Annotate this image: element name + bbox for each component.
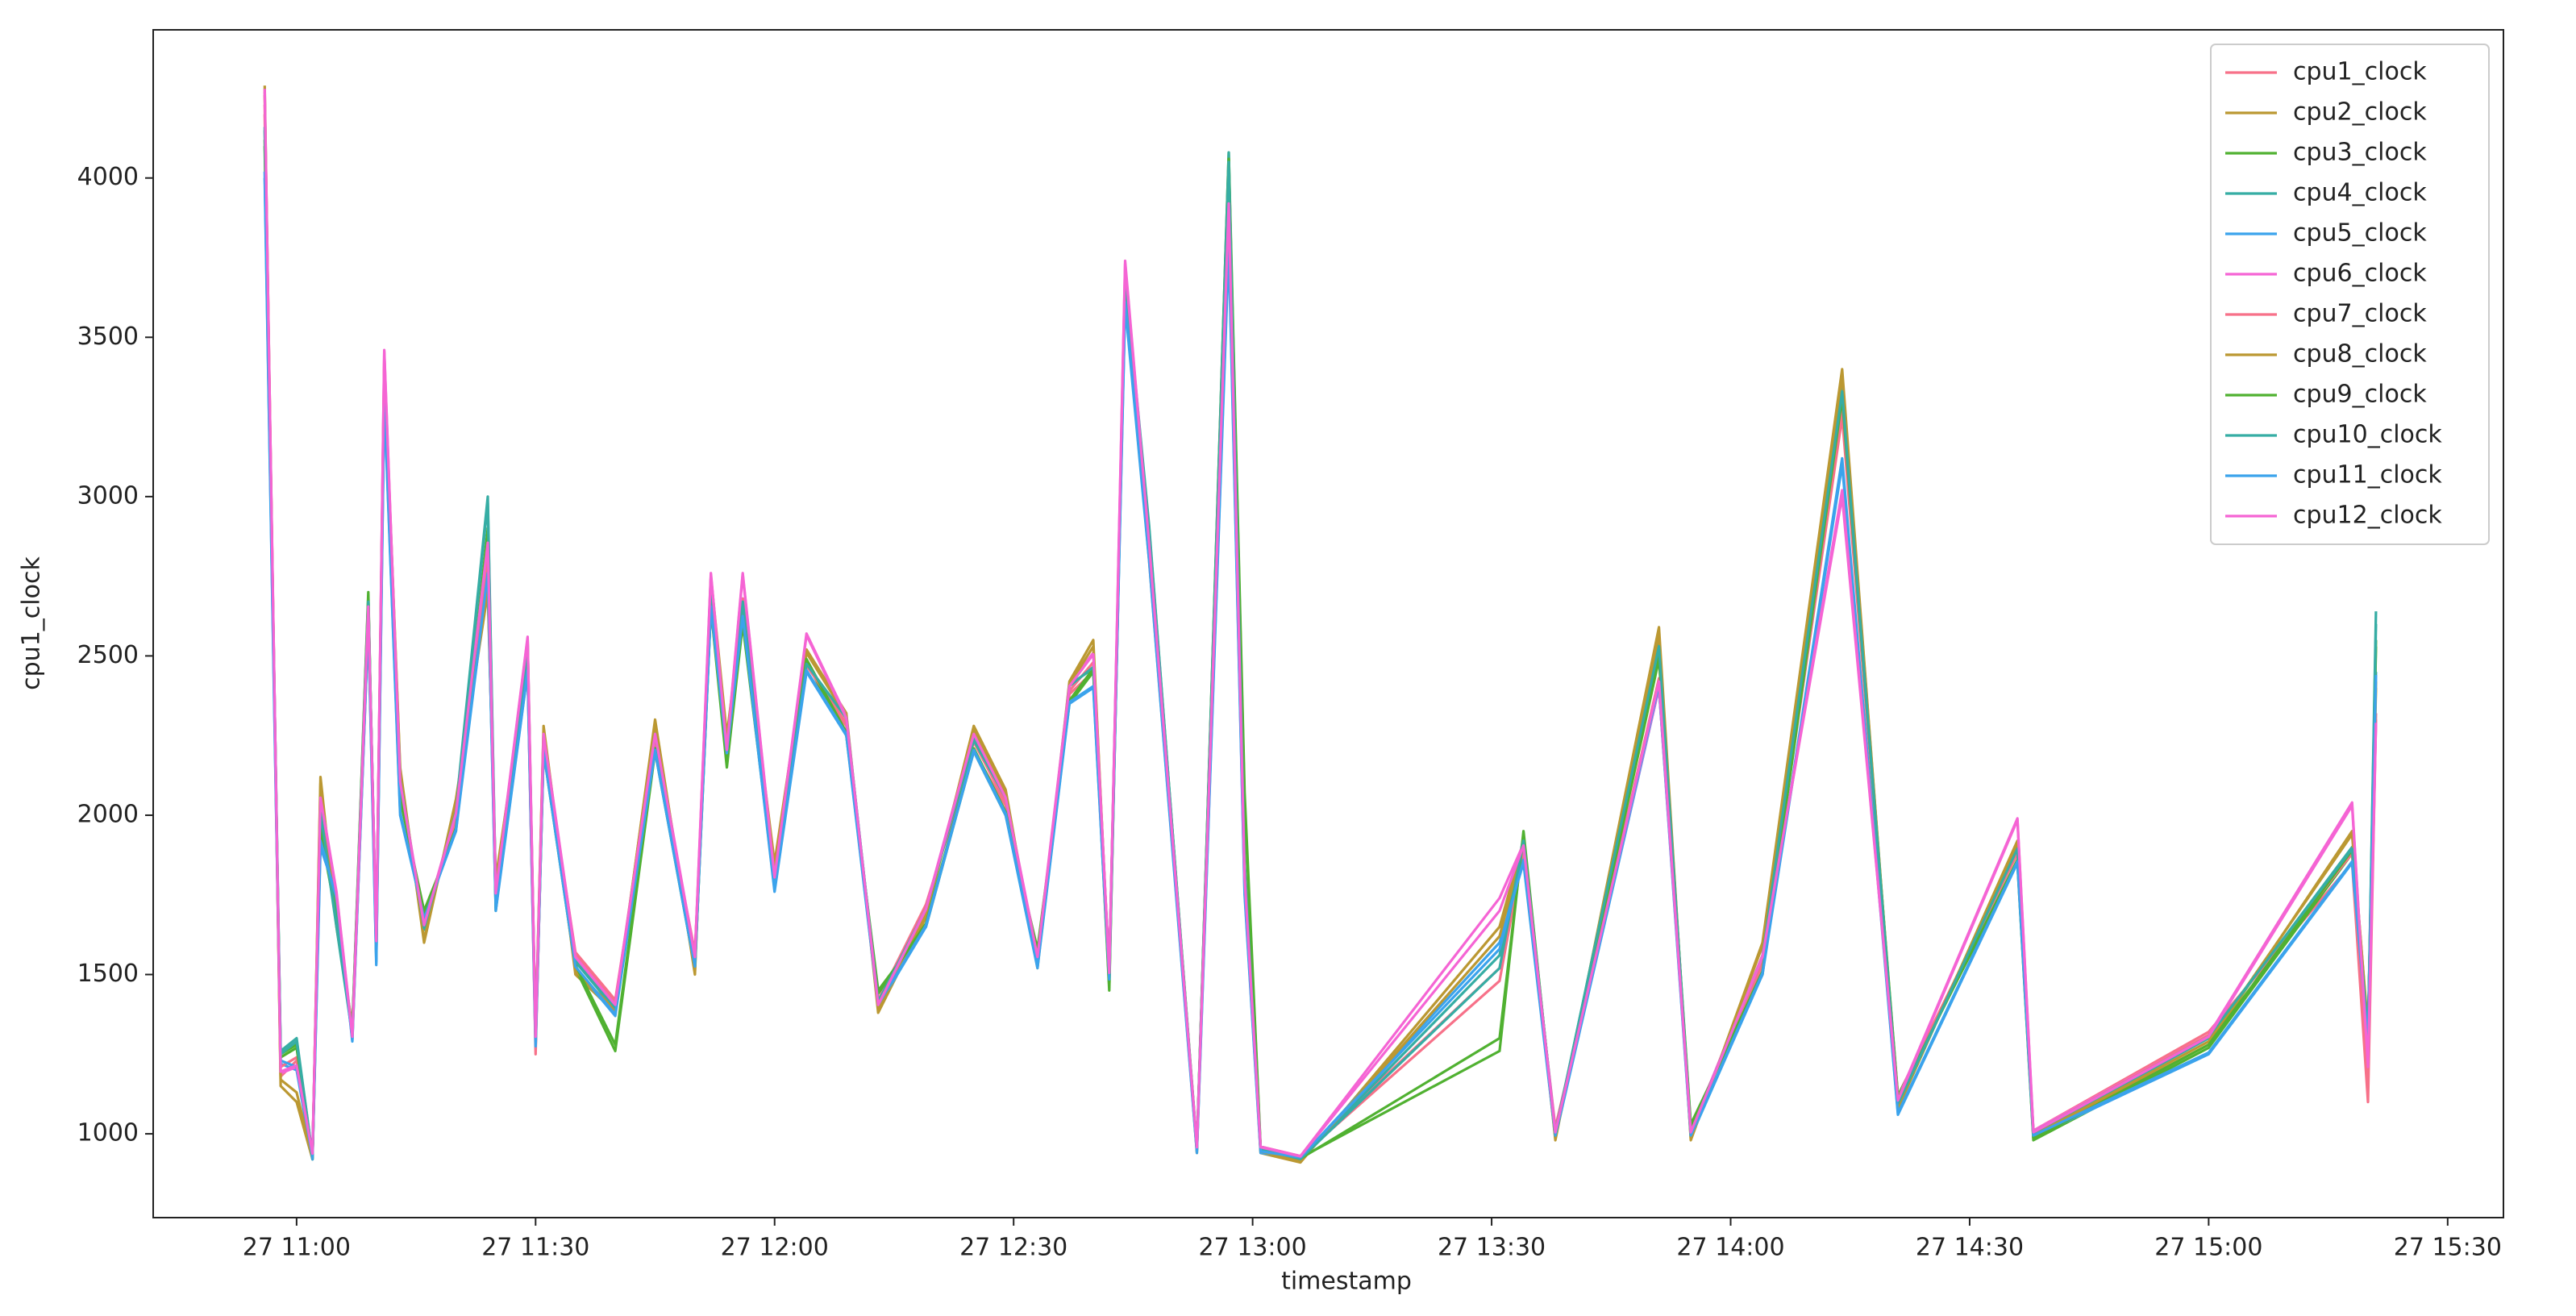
x-tick-label: 27 13:30: [1438, 1234, 1546, 1262]
series-line: [263, 89, 2378, 1158]
x-tick-label: 27 13:00: [1199, 1234, 1307, 1262]
legend-label: cpu8_clock: [2293, 340, 2427, 369]
legend-label: cpu10_clock: [2293, 421, 2442, 449]
series-line: [263, 130, 2378, 1161]
y-tick-label: 3000: [77, 481, 139, 510]
legend-label: cpu7_clock: [2293, 300, 2427, 328]
y-tick-label: 4000: [77, 163, 139, 191]
y-tick-label: 3500: [77, 323, 139, 351]
series-line: [263, 85, 2378, 1164]
x-tick-label: 27 12:00: [721, 1234, 829, 1262]
x-tick-label: 27 15:30: [2394, 1234, 2502, 1262]
y-tick-label: 2500: [77, 641, 139, 669]
x-tick-label: 27 15:00: [2154, 1234, 2262, 1262]
legend-label: cpu2_clock: [2293, 98, 2427, 127]
series-line: [263, 146, 2378, 1161]
legend-label: cpu9_clock: [2293, 381, 2427, 409]
series-line: [263, 94, 2378, 1163]
y-tick-label: 1500: [77, 960, 139, 988]
legend-label: cpu5_clock: [2293, 219, 2427, 248]
legend-label: cpu6_clock: [2293, 260, 2427, 288]
series-line: [263, 104, 2378, 1159]
y-tick-label: 1000: [77, 1119, 139, 1147]
x-tick-label: 27 11:00: [243, 1234, 351, 1262]
series-line: [263, 140, 2378, 1160]
y-axis-label: cpu1_clock: [18, 556, 46, 690]
series-line: [263, 91, 2378, 1158]
legend-label: cpu1_clock: [2293, 58, 2427, 86]
legend-label: cpu4_clock: [2293, 179, 2427, 207]
series-line: [263, 114, 2378, 1158]
x-tick-label: 27 14:30: [1916, 1234, 2024, 1262]
legend-label: cpu3_clock: [2293, 139, 2427, 167]
series-line: [263, 127, 2378, 1160]
plot-frame: [152, 29, 2504, 1218]
x-tick-label: 27 14:00: [1676, 1234, 1784, 1262]
y-tick-label: 2000: [77, 800, 139, 828]
legend-label: cpu12_clock: [2293, 502, 2442, 530]
x-tick-label: 27 11:30: [481, 1234, 589, 1262]
legend-box: [2210, 44, 2490, 545]
series-line: [263, 171, 2378, 1160]
legend-label: cpu11_clock: [2293, 461, 2442, 489]
x-axis-label: timestamp: [1281, 1268, 1412, 1296]
series-line: [263, 177, 2378, 1161]
x-tick-label: 27 12:30: [959, 1234, 1067, 1262]
